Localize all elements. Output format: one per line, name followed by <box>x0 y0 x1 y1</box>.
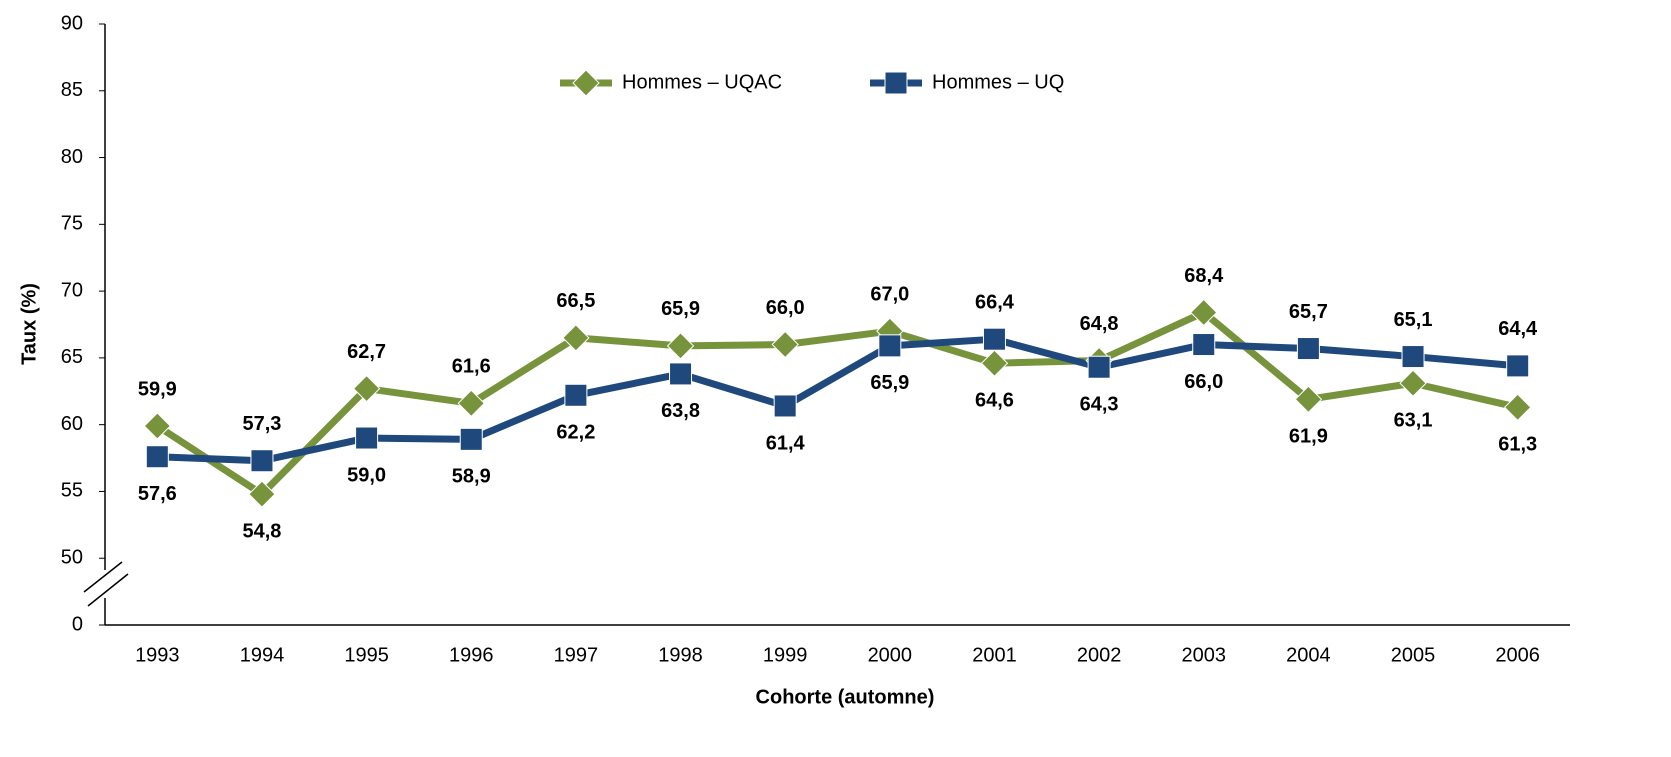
axis-break <box>87 573 129 607</box>
value-label: 58,9 <box>452 466 491 488</box>
x-tick-label: 1993 <box>135 644 180 666</box>
value-label: 57,3 <box>242 413 281 435</box>
marker <box>457 389 485 418</box>
legend-label: Hommes – UQ <box>932 71 1064 93</box>
marker <box>1503 393 1532 422</box>
marker <box>250 449 274 473</box>
value-label: 54,8 <box>242 520 281 542</box>
x-tick-label: 2004 <box>1286 644 1331 666</box>
value-label: 66,0 <box>1184 371 1223 393</box>
marker <box>562 324 590 352</box>
marker <box>248 480 276 508</box>
x-tick-label: 1995 <box>344 644 389 666</box>
marker <box>1296 337 1320 361</box>
value-label: 59,0 <box>347 464 386 486</box>
y-axis-label: Taux (%) <box>18 283 40 365</box>
marker <box>1506 354 1530 378</box>
value-label: 57,6 <box>138 483 177 505</box>
series-line <box>157 335 1518 465</box>
marker <box>1192 333 1216 357</box>
marker <box>666 332 695 360</box>
x-axis-label: Cohorte (automne) <box>756 686 935 708</box>
value-label: 65,9 <box>661 298 700 320</box>
value-label: 64,8 <box>1080 313 1119 335</box>
value-label: 61,6 <box>452 356 491 378</box>
marker <box>878 334 902 358</box>
marker <box>1399 369 1427 397</box>
marker <box>145 445 169 469</box>
x-tick-label: 1999 <box>763 644 808 666</box>
marker <box>459 427 483 451</box>
value-label: 66,0 <box>766 297 805 319</box>
marker <box>1190 298 1218 327</box>
y-tick-label: 55 <box>61 480 83 502</box>
value-label: 64,6 <box>975 390 1014 412</box>
y-tick-label: 85 <box>61 79 83 101</box>
value-label: 67,0 <box>870 283 909 305</box>
value-label: 66,5 <box>556 290 595 312</box>
legend-marker <box>884 71 908 95</box>
x-tick-label: 2001 <box>972 644 1017 666</box>
value-label: 66,4 <box>975 291 1015 313</box>
marker <box>143 412 172 440</box>
legend-label: Hommes – UQAC <box>622 71 782 93</box>
marker <box>352 374 381 403</box>
value-label: 65,7 <box>1289 301 1328 323</box>
marker <box>1087 355 1111 379</box>
x-tick-label: 1996 <box>449 644 494 666</box>
marker <box>1401 345 1425 369</box>
y-tick-label: 90 <box>61 12 83 34</box>
y-tick-label: 75 <box>61 213 83 235</box>
marker <box>355 426 379 450</box>
marker <box>980 349 1009 377</box>
value-label: 65,9 <box>870 372 909 394</box>
value-label: 65,1 <box>1394 309 1433 331</box>
value-label: 61,4 <box>766 432 806 454</box>
value-label: 62,7 <box>347 341 386 363</box>
marker <box>982 327 1006 351</box>
x-tick-label: 2005 <box>1391 644 1436 666</box>
x-tick-label: 2002 <box>1077 644 1122 666</box>
marker <box>1294 385 1323 413</box>
x-tick-label: 1997 <box>554 644 599 666</box>
value-label: 63,8 <box>661 400 700 422</box>
legend-marker <box>572 69 600 97</box>
axis-break <box>83 561 123 593</box>
value-label: 68,4 <box>1184 265 1224 287</box>
y-tick-label: 0 <box>72 613 83 635</box>
marker <box>771 330 799 359</box>
marker <box>773 394 797 418</box>
x-tick-label: 1998 <box>658 644 703 666</box>
y-tick-label: 65 <box>61 346 83 368</box>
y-tick-label: 80 <box>61 146 83 168</box>
series-line <box>155 308 1519 498</box>
x-tick-label: 1994 <box>240 644 285 666</box>
value-label: 61,9 <box>1289 426 1328 448</box>
value-label: 62,2 <box>556 422 595 444</box>
marker <box>564 383 588 407</box>
value-label: 61,3 <box>1498 434 1537 456</box>
value-label: 59,9 <box>138 378 177 400</box>
axis-break-gap <box>95 570 115 598</box>
y-tick-label: 50 <box>61 547 83 569</box>
y-tick-label: 70 <box>61 279 83 301</box>
x-tick-label: 2006 <box>1495 644 1540 666</box>
value-label: 63,1 <box>1394 410 1433 432</box>
x-tick-label: 2003 <box>1182 644 1227 666</box>
x-tick-label: 2000 <box>868 644 913 666</box>
marker <box>669 362 693 386</box>
value-label: 64,4 <box>1498 318 1538 340</box>
value-label: 64,3 <box>1080 394 1119 416</box>
y-tick-label: 60 <box>61 413 83 435</box>
